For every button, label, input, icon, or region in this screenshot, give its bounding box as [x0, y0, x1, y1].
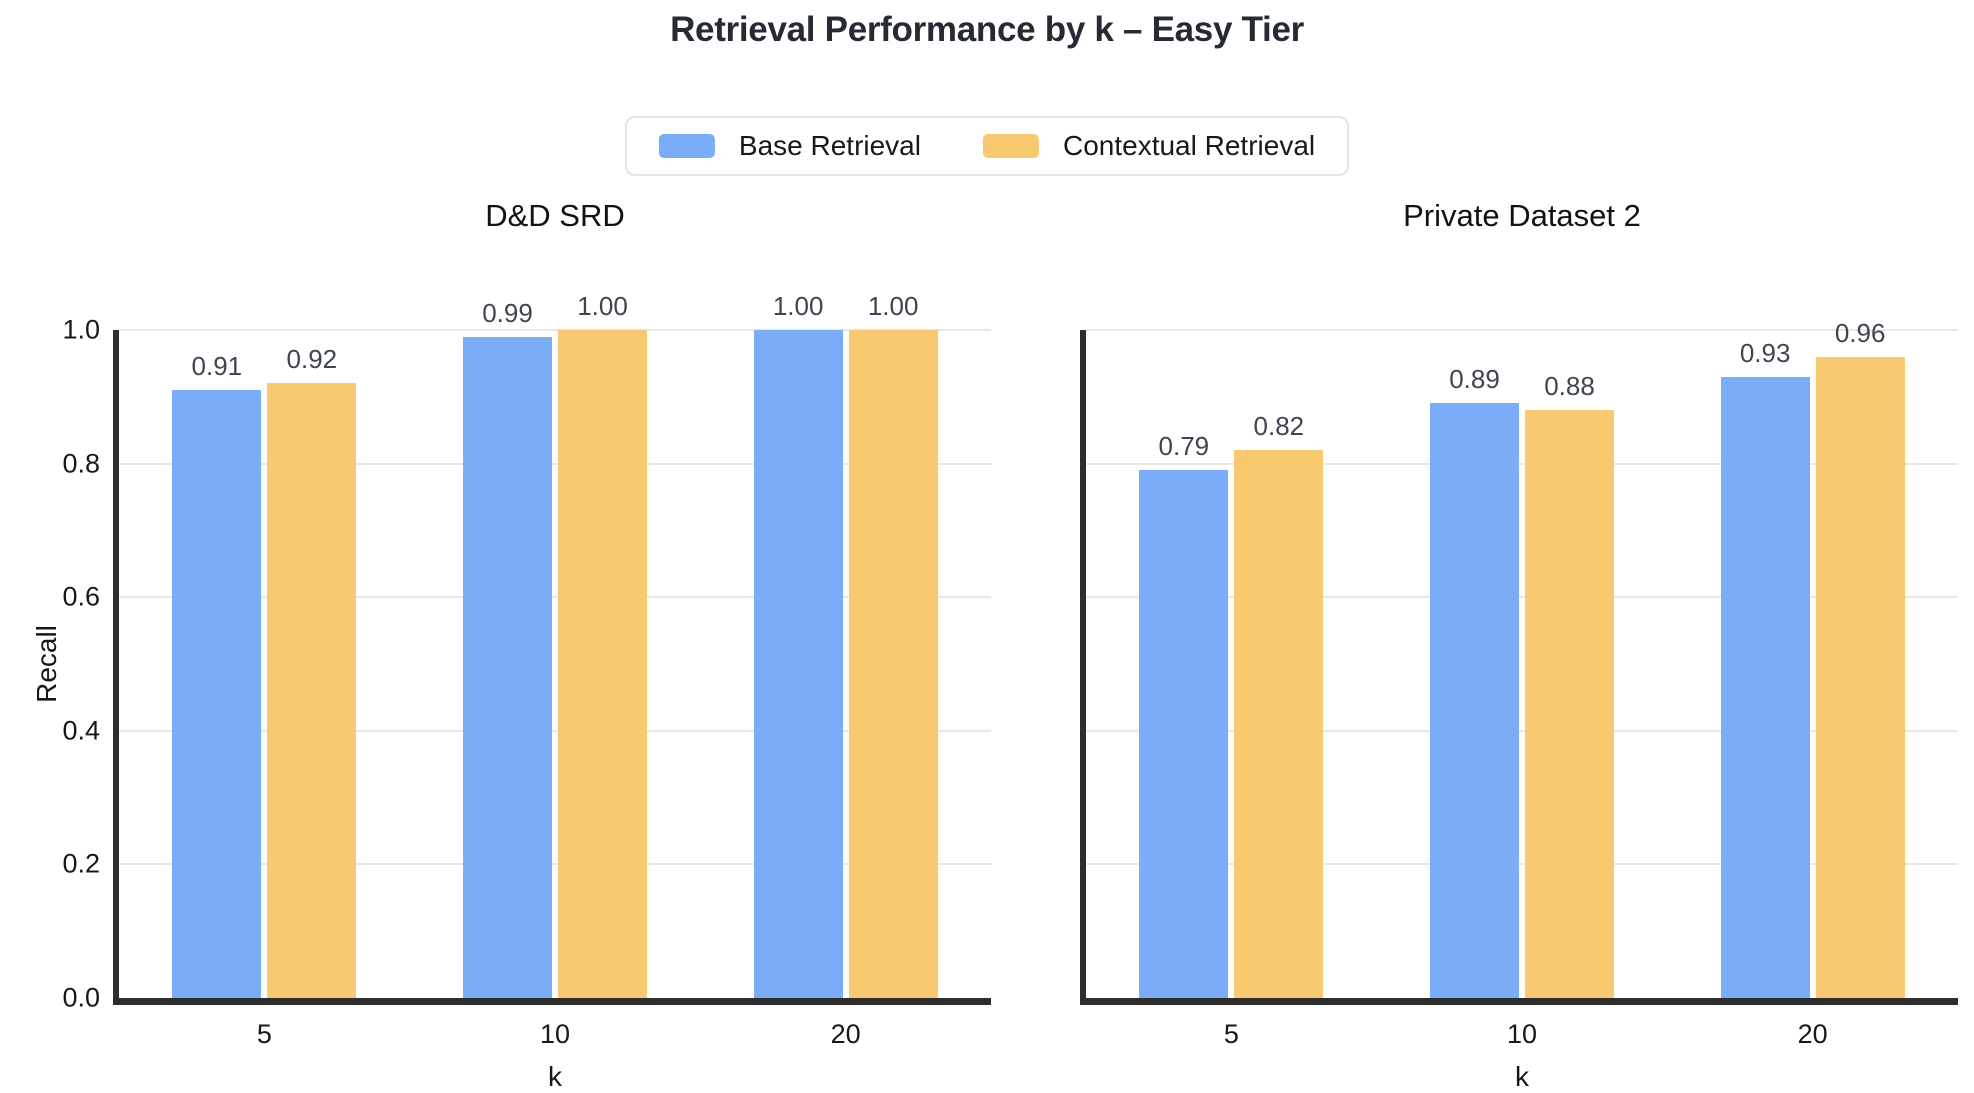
bar-value-label: 0.79	[1158, 431, 1210, 462]
bar-base-retrieval: 0.89	[1430, 364, 1519, 998]
subplot-title: Private Dataset 2	[1403, 198, 1641, 233]
gridline	[119, 329, 991, 331]
bar-value-label: 0.92	[286, 344, 338, 375]
legend: Base Retrieval Contextual Retrieval	[624, 116, 1350, 176]
bar-contextual-retrieval: 0.82	[1234, 411, 1324, 998]
legend-swatch-orange-icon	[982, 134, 1039, 158]
bar-contextual-retrieval: 1.00	[558, 291, 647, 998]
legend-item-contextual-retrieval: Contextual Retrieval	[982, 130, 1316, 162]
y-axis-tick-label: 0.2	[62, 848, 100, 879]
bar-contextual-retrieval: 1.00	[848, 291, 938, 998]
legend-label: Base Retrieval	[738, 130, 921, 161]
bar-contextual-retrieval: 0.92	[267, 344, 357, 998]
bar-base-retrieval: 1.00	[753, 291, 843, 998]
gridline	[119, 863, 991, 866]
gridline	[119, 462, 991, 465]
y-axis-label: Recall	[31, 625, 62, 703]
x-axis-tick-label: 5	[256, 1019, 272, 1049]
bar-value-label: 0.93	[1739, 337, 1791, 368]
bar-group: 0.89 0.88	[1430, 364, 1614, 998]
subplot-dnd-srd: D&D SRD Recall k 0.0 0.2 0.4 0.6 0.8 1.0 0.91 0…	[31, 198, 991, 1092]
legend-item-base-retrieval: Base Retrieval	[658, 130, 921, 162]
bar-value-label: 0.82	[1253, 411, 1305, 442]
bar-base-retrieval: 0.91	[172, 351, 262, 998]
legend-swatch-blue-icon	[658, 134, 715, 158]
legend-label: Contextual Retrieval	[1062, 130, 1316, 161]
gridline	[119, 729, 991, 732]
x-axis-tick-label: 10	[1506, 1019, 1538, 1049]
gridline	[1086, 729, 1958, 732]
y-axis-tick-label: 0.4	[62, 715, 100, 746]
bar-value-label: 1.00	[867, 291, 919, 321]
gridline	[1086, 329, 1958, 331]
figure-title: Retrieval Performance by k – Easy Tier	[670, 10, 1304, 49]
gridline	[1086, 462, 1958, 465]
y-axis-tick-label: 0.8	[62, 448, 100, 479]
x-axis-tick-label: 20	[1797, 1019, 1828, 1049]
gridline	[1086, 863, 1958, 866]
bar-value-label: 1.00	[772, 291, 824, 321]
bar-base-retrieval: 0.79	[1139, 431, 1229, 998]
y-axis-tick-label: 0.6	[62, 581, 100, 612]
bar-value-label: 0.89	[1449, 364, 1500, 395]
gridline	[119, 596, 991, 599]
y-axis-tick-label: 0.0	[62, 982, 100, 1013]
bar-value-label: 1.00	[577, 291, 628, 321]
y-axis-tick-label: 1.0	[62, 314, 100, 345]
bar-group: 0.91 0.92	[172, 344, 357, 998]
x-axis-label: k	[548, 1061, 562, 1092]
bar-contextual-retrieval: 0.96	[1815, 318, 1905, 998]
bar-contextual-retrieval: 0.88	[1525, 371, 1614, 998]
bar-group: 0.99 1.00	[463, 291, 647, 998]
x-axis-label: k	[1515, 1061, 1529, 1092]
subplot-title: D&D SRD	[485, 198, 625, 233]
bar-base-retrieval: 0.99	[463, 298, 552, 998]
subplot-private-dataset-2: Private Dataset 2 k 0.79 0.82 5 0.89 0.88 10 0…	[1080, 198, 1958, 1092]
x-axis-tick-label: 10	[539, 1019, 571, 1049]
bar-value-label: 0.96	[1834, 317, 1886, 348]
bar-group: 1.00 1.00	[753, 291, 938, 998]
gridline	[1086, 596, 1958, 599]
bar-base-retrieval: 0.93	[1720, 338, 1810, 998]
x-axis-tick-label: 5	[1223, 1019, 1239, 1049]
bar-value-label: 0.88	[1544, 371, 1595, 402]
bar-value-label: 0.99	[482, 297, 533, 328]
x-axis-tick-label: 20	[830, 1019, 861, 1049]
bar-group: 0.79 0.82	[1139, 411, 1324, 998]
bar-group: 0.93 0.96	[1720, 318, 1905, 998]
bar-value-label: 0.91	[191, 351, 243, 382]
